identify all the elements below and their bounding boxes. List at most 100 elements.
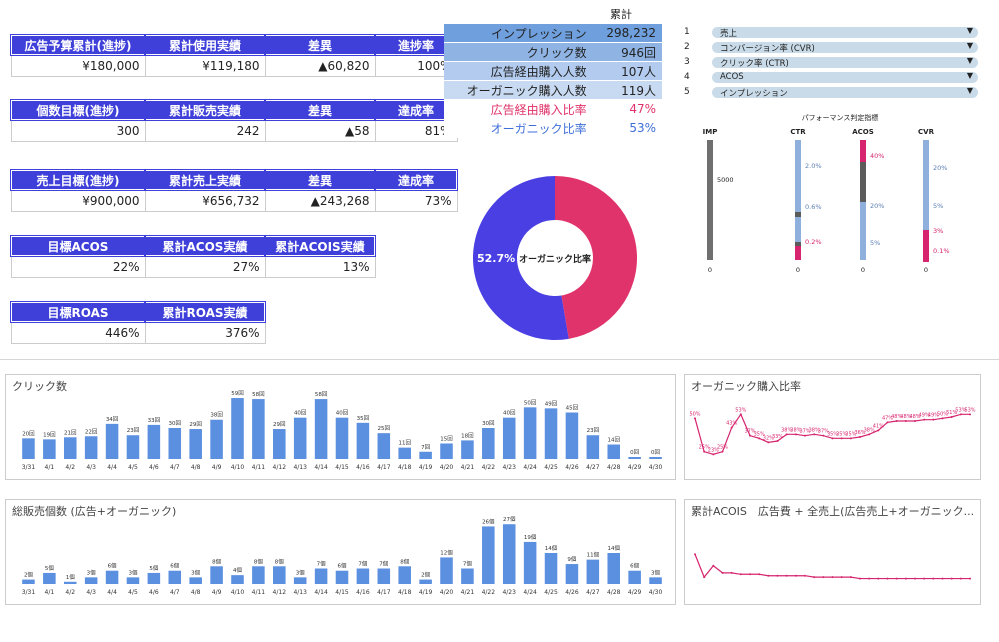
bar — [502, 417, 516, 459]
bar — [523, 541, 537, 584]
series-line — [694, 554, 970, 580]
x-tick-label: 4/18 — [398, 464, 412, 471]
bar-label: 6個 — [170, 562, 179, 570]
kpi-header: 差異 — [264, 169, 376, 191]
gauge-segment-label: 0.6% — [805, 203, 822, 211]
series-point — [721, 450, 724, 453]
series-point — [776, 574, 779, 577]
gauge-segment-label: 20% — [870, 202, 884, 210]
series-point — [923, 418, 926, 421]
series-point — [721, 571, 724, 574]
bar — [168, 570, 182, 584]
kpi-value: ▲58 — [264, 119, 376, 142]
series-point — [923, 577, 926, 580]
x-tick-label: 4/3 — [86, 589, 96, 596]
kpi-header: 売上目標(進捗) — [10, 169, 146, 191]
bar — [377, 568, 391, 584]
bar-label: 30回 — [169, 420, 182, 427]
series-point — [785, 574, 788, 577]
bar — [461, 568, 474, 584]
bar-label: 5個 — [45, 564, 54, 572]
series-point — [886, 421, 889, 424]
bar-label: 14回 — [607, 437, 620, 444]
bar-label: 2個 — [421, 571, 430, 579]
series-point — [758, 437, 761, 440]
point-label: 49% — [928, 413, 939, 419]
ranking-select[interactable]: ACOS ▼ — [712, 71, 978, 83]
point-label: 53% — [955, 407, 966, 413]
series-point — [794, 574, 797, 577]
gauges-title: パフォーマンス判定指標 — [802, 113, 879, 122]
bar-label: 8個 — [400, 557, 409, 565]
bar-label: 4個 — [233, 566, 242, 574]
bar — [607, 553, 621, 584]
x-tick-label: 4/29 — [628, 464, 642, 471]
bar — [231, 398, 244, 459]
bar-label: 29回 — [273, 421, 286, 428]
bar — [544, 553, 558, 584]
x-tick-label: 4/14 — [314, 464, 328, 471]
series-point — [868, 433, 871, 436]
x-tick-label: 4/2 — [65, 589, 75, 596]
kpi-value: ¥900,000 — [10, 189, 146, 212]
ranking-number: 3 — [684, 57, 690, 67]
kpi-value: 446% — [10, 321, 146, 344]
kpi-header: 累計使用実績 — [144, 34, 266, 56]
gauge-segment-label: 20% — [933, 164, 947, 172]
bar-label: 14個 — [545, 544, 558, 552]
bar-label: 19個 — [524, 533, 537, 541]
summary-header: 累計 — [610, 8, 632, 21]
point-label: 48% — [900, 414, 911, 420]
units-panel: 総販売個数 (広告+オーガニック) 2個 3/31 5個 4/1 1個 4/2 3個 4/3 6… — [5, 499, 676, 605]
x-tick-label: 4/16 — [356, 464, 370, 471]
series-point — [849, 576, 852, 579]
bar-label: 30回 — [482, 420, 495, 427]
bar-label: 14個 — [607, 544, 620, 552]
bar — [126, 577, 140, 584]
kpi-value: 27% — [144, 255, 266, 278]
bar-label: 59回 — [231, 390, 244, 397]
ranking-select[interactable]: クリック率 (CTR) ▼ — [712, 56, 978, 69]
acois-line-chart — [694, 553, 971, 580]
bar-label: 2個 — [24, 571, 33, 579]
gauge-segment — [795, 246, 801, 260]
dropdown-arrow-icon: ▼ — [966, 71, 973, 80]
x-tick-label: 4/19 — [419, 464, 433, 471]
bar — [586, 559, 600, 584]
ranking-select[interactable]: 売上 ▼ — [712, 26, 978, 39]
kpi-table-roas: 目標ROAS 累計ROAS実績 446% 376% — [10, 301, 266, 344]
bar-label: 40回 — [336, 410, 349, 417]
point-label: 25% — [699, 445, 710, 451]
bar-label: 0回 — [630, 449, 639, 456]
x-tick-label: 4/24 — [523, 464, 537, 471]
ranking-select[interactable]: インプレッション ▼ — [712, 86, 978, 99]
kpi-header: 累計ACOS実績 — [144, 235, 266, 257]
series-point — [804, 574, 806, 577]
series-point — [840, 576, 843, 579]
ranking-number: 2 — [684, 42, 690, 52]
kpi-header: 広告予算累計(進捗) — [10, 34, 146, 56]
x-tick-label: 4/11 — [252, 464, 266, 471]
bar — [126, 435, 140, 459]
gauge-name: CVR — [918, 128, 935, 136]
series-point — [868, 577, 871, 580]
x-tick-label: 4/9 — [212, 589, 222, 596]
kpi-header: 進捗率 — [374, 34, 458, 56]
x-tick-label: 4/30 — [649, 464, 663, 471]
bar — [105, 570, 119, 584]
performance-gauges: パフォーマンス判定指標 IMP 5000 0 CTR 2.0% 0.6% 0.2% 0 ACOS 4… — [703, 113, 950, 274]
gauge-segment-label: 40% — [870, 152, 884, 160]
summary-value: 946回 — [592, 42, 662, 62]
bar-label: 9個 — [567, 555, 576, 563]
gauge-track — [860, 140, 866, 260]
kpi-header: 個数目標(進捗) — [10, 99, 146, 121]
series-point — [904, 420, 907, 422]
bar-label: 15回 — [440, 436, 453, 443]
dropdown-arrow-icon: ▼ — [966, 41, 973, 50]
gauge-name: IMP — [703, 128, 718, 136]
ranking-label: コンバージョン率 (CVR) — [720, 44, 815, 54]
bar — [586, 435, 600, 459]
x-tick-label: 4/27 — [586, 464, 600, 471]
x-tick-label: 4/19 — [419, 589, 433, 596]
ranking-select[interactable]: コンバージョン率 (CVR) ▼ — [712, 41, 978, 54]
